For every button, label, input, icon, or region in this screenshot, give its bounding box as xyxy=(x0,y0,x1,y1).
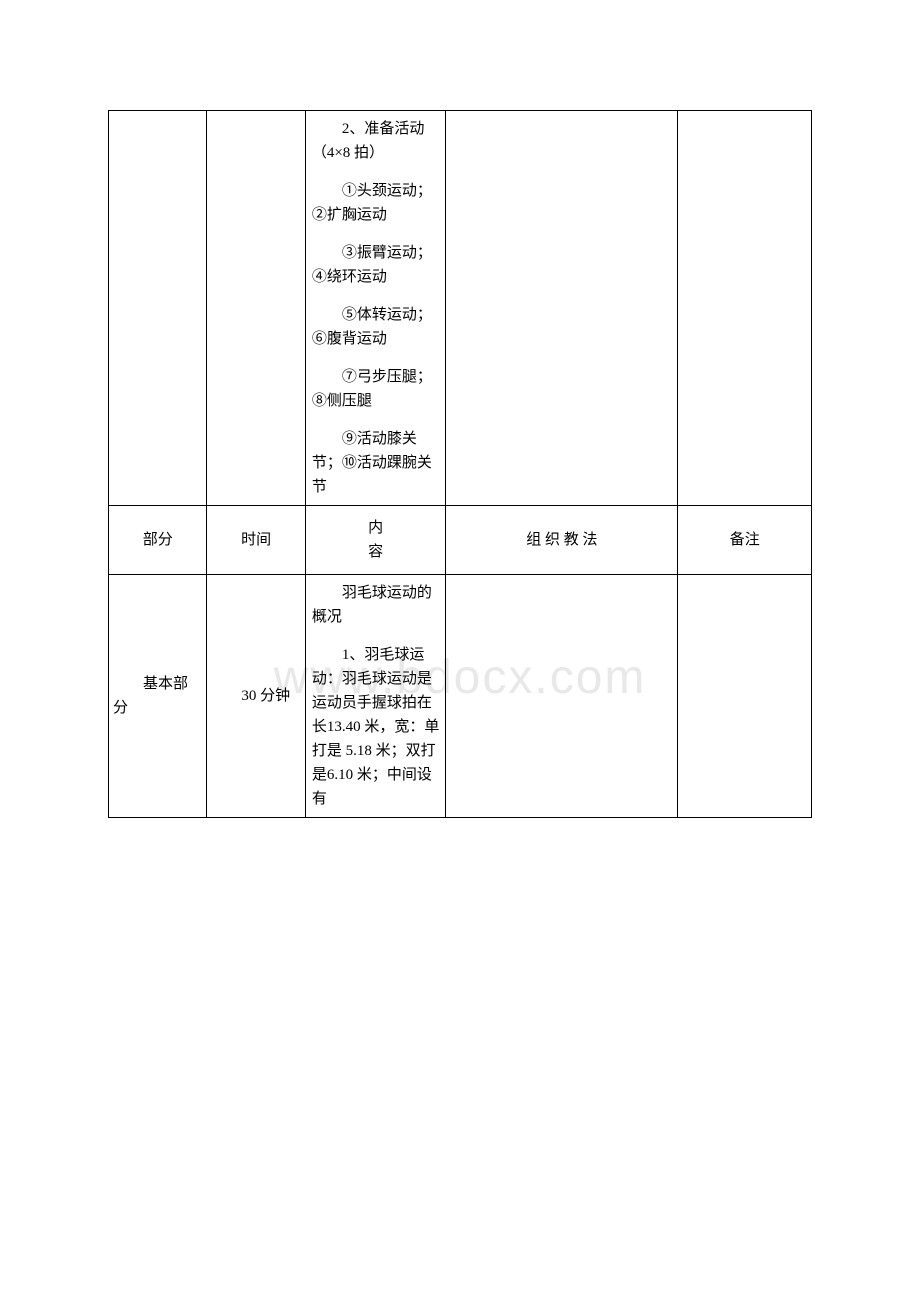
time-basic-text: 30 分钟 xyxy=(211,684,300,708)
cell-method-1 xyxy=(446,111,678,506)
header-content: 内 容 xyxy=(305,506,446,575)
cell-content-basic: 羽毛球运动的概况 1、羽毛球运动：羽毛球运动是运动员手握球拍在长13.40 米，… xyxy=(305,575,446,818)
table-header-row: 部分 时间 内 容 组 织 教 法 备注 xyxy=(109,506,812,575)
cell-notes-1 xyxy=(678,111,812,506)
warmup-block-0: 2、准备活动（4×8 拍） xyxy=(312,117,440,165)
section-basic-text: 基本部分 xyxy=(113,672,202,720)
header-time: 时间 xyxy=(207,506,305,575)
cell-method-basic xyxy=(446,575,678,818)
warmup-block-5: ⑨活动膝关节；⑩活动踝腕关节 xyxy=(312,427,440,499)
cell-notes-basic xyxy=(678,575,812,818)
basic-block-1: 1、羽毛球运动：羽毛球运动是运动员手握球拍在长13.40 米，宽：单打是 5.1… xyxy=(312,643,440,811)
header-content-line1: 内 xyxy=(310,516,442,540)
warmup-block-3: ⑤体转运动；⑥腹背运动 xyxy=(312,303,440,351)
warmup-block-2: ③振臂运动；④绕环运动 xyxy=(312,241,440,289)
cell-time-basic: 30 分钟 xyxy=(207,575,305,818)
table-row-basic: 基本部分 30 分钟 羽毛球运动的概况 1、羽毛球运动：羽毛球运动是运动员手握球… xyxy=(109,575,812,818)
header-notes: 备注 xyxy=(678,506,812,575)
warmup-block-1: ①头颈运动；②扩胸运动 xyxy=(312,179,440,227)
lesson-plan-table: 2、准备活动（4×8 拍） ①头颈运动；②扩胸运动 ③振臂运动；④绕环运动 ⑤体… xyxy=(108,110,812,818)
warmup-block-4: ⑦弓步压腿；⑧侧压腿 xyxy=(312,365,440,413)
header-section: 部分 xyxy=(109,506,207,575)
header-content-line2: 容 xyxy=(310,540,442,564)
header-method: 组 织 教 法 xyxy=(446,506,678,575)
cell-content-warmup: 2、准备活动（4×8 拍） ①头颈运动；②扩胸运动 ③振臂运动；④绕环运动 ⑤体… xyxy=(305,111,446,506)
cell-section-basic: 基本部分 xyxy=(109,575,207,818)
cell-section-1 xyxy=(109,111,207,506)
basic-block-0: 羽毛球运动的概况 xyxy=(312,581,440,629)
cell-time-1 xyxy=(207,111,305,506)
table-row-warmup: 2、准备活动（4×8 拍） ①头颈运动；②扩胸运动 ③振臂运动；④绕环运动 ⑤体… xyxy=(109,111,812,506)
